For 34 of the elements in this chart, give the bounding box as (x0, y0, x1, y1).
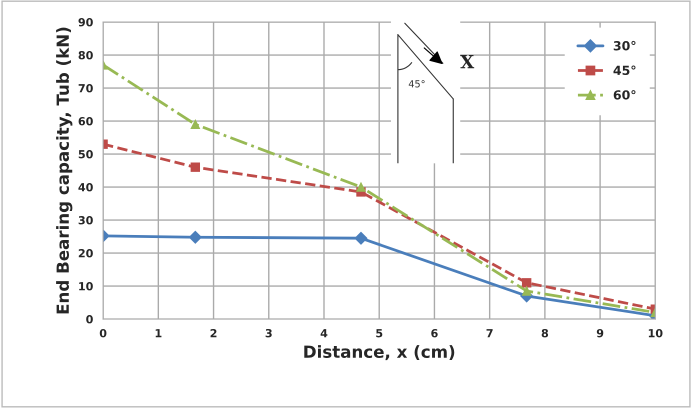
point (354, 232, 368, 245)
legend-label: 45° (613, 66, 636, 76)
x-tick-label: 10 (648, 328, 663, 338)
y-tick-label: 60 (78, 117, 93, 126)
x-tick-label: 5 (376, 329, 382, 338)
point (522, 278, 532, 288)
y-tick-label: 50 (78, 150, 93, 158)
point (522, 286, 532, 296)
x-tick-label: 1 (156, 329, 162, 338)
x-tick-label: 0 (100, 328, 106, 338)
y-tick-label: 0 (86, 315, 93, 324)
x-tick-label: 2 (210, 328, 216, 338)
x-tick-label: 8 (542, 328, 548, 338)
legend-label: 30° (614, 40, 636, 50)
point (356, 182, 366, 192)
point (190, 120, 200, 130)
y-tick-label: 20 (78, 249, 93, 258)
y-tick-label: 70 (78, 84, 93, 92)
x-tick-label: 7 (486, 329, 493, 338)
x-tick-label: 4 (320, 329, 328, 338)
point (190, 162, 200, 172)
legend-label: 60° (614, 90, 636, 100)
annotation: X (460, 55, 474, 68)
y-tick-label: 10 (79, 282, 93, 290)
annotation: 45° (408, 80, 425, 88)
x-axis-title: Distance, x (cm) (304, 345, 454, 360)
y-tick-label: 30 (78, 216, 93, 224)
y-axis-title: End Bearing capacity, Tub (kN) (56, 28, 72, 314)
x-tick-label: 9 (596, 328, 604, 338)
x-tick-label: 3 (266, 328, 272, 338)
y-tick-label: 90 (78, 18, 93, 26)
y-tick-label: 80 (78, 51, 93, 60)
y-tick-label: 40 (78, 183, 93, 192)
x-tick-label: 6 (431, 328, 438, 338)
